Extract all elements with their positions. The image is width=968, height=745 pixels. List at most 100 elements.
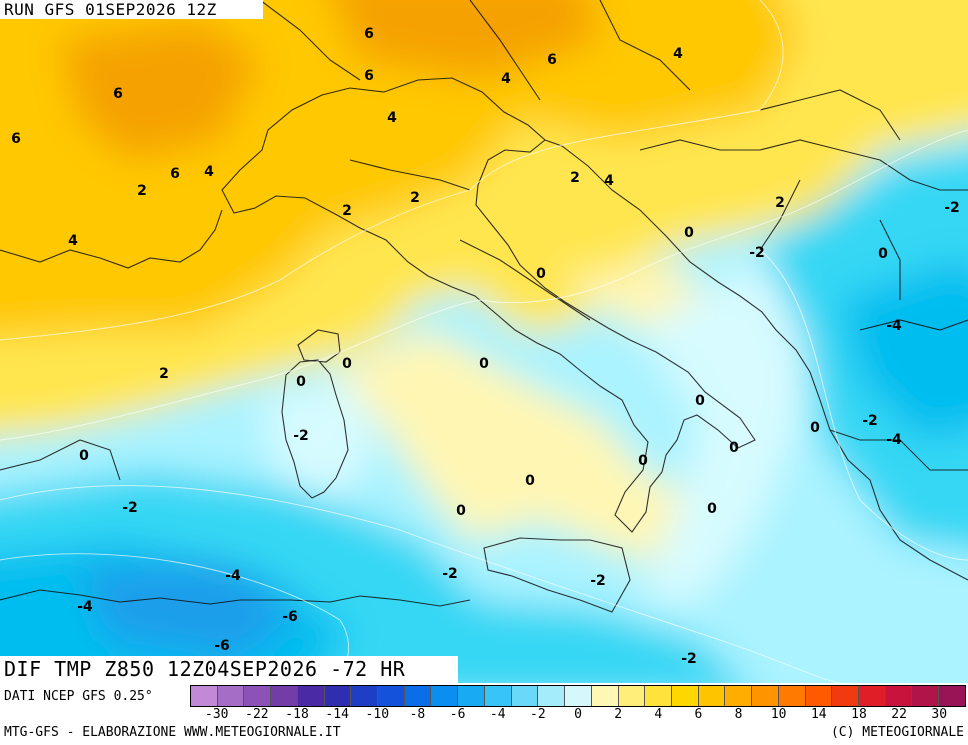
temperature-anomaly-map: 6 6 6 4 6 6 4 4 6 4 2 2 2 4 2 2 4 2 0 -2… [0, 0, 968, 683]
map-label: -4 [886, 318, 902, 334]
map-label: -2 [442, 566, 458, 582]
map-label: 6 [113, 86, 123, 102]
footer-copyright: (C) METEOGIORNALE [830, 725, 964, 740]
color-scale-cell [698, 686, 726, 706]
field-negative-strong-east [840, 260, 968, 440]
map-label: 6 [11, 131, 21, 147]
color-scale-cell [832, 686, 859, 706]
map-label: 2 [137, 183, 147, 199]
map-label: 6 [547, 52, 557, 68]
color-scale-cell [244, 686, 272, 706]
field-warm-peak-north [333, 0, 600, 80]
color-scale-tick: -30 [205, 707, 229, 722]
color-scale-cell [458, 686, 485, 706]
color-scale-tick: 22 [891, 707, 907, 722]
color-scale-cell [217, 686, 245, 706]
map-label: -2 [681, 651, 697, 667]
map-label: 0 [810, 420, 820, 436]
map-label: 0 [695, 393, 705, 409]
map-label: 4 [68, 233, 78, 249]
map-label: 2 [570, 170, 580, 186]
color-scale-tick: 2 [614, 707, 623, 722]
color-scale-cell [565, 686, 592, 706]
coastlines-and-borders [0, 0, 968, 613]
color-scale-tick: -22 [245, 707, 269, 722]
color-scale-tick: -4 [489, 707, 506, 722]
map-label: 2 [342, 203, 352, 219]
color-scale-tick: -2 [530, 707, 546, 722]
color-scale-cell [378, 686, 405, 706]
color-scale-tick: -8 [409, 707, 426, 722]
color-scale-cell [805, 686, 833, 706]
map-label: 0 [456, 503, 466, 519]
color-scale-cell [297, 686, 325, 706]
color-scale-cell [671, 686, 699, 706]
color-scale-tick: 14 [810, 707, 827, 722]
map-label: 6 [170, 166, 180, 182]
map-label: 0 [525, 473, 535, 489]
color-scale-cell [191, 686, 218, 706]
color-scale-cell [538, 686, 566, 706]
color-scale-cell [484, 686, 512, 706]
color-scale-ticks: -30 -22 -18 -14 -10 -8 -6 -4 -2 0 2 4 6 8 10 14 18 22 30 [190, 707, 966, 723]
color-scale-tick: 18 [851, 707, 867, 722]
map-label: -2 [590, 573, 606, 589]
map-label: 0 [296, 374, 306, 390]
map-label: 0 [536, 266, 546, 282]
run-info-label: RUN GFS 01SEP2026 12Z [0, 0, 263, 19]
color-scale-cell [939, 686, 965, 706]
field-near-zero-cold [640, 260, 820, 600]
map-label-extra: 0 [707, 501, 717, 517]
map-label: -2 [749, 245, 765, 261]
color-scale-cell [511, 686, 539, 706]
map-label: 2 [159, 366, 169, 382]
color-scale-cell [271, 686, 298, 706]
map-label: 0 [342, 356, 352, 372]
color-scale-cell [858, 686, 886, 706]
map-label: 4 [204, 164, 214, 180]
map-label: 0 [878, 246, 888, 262]
map-label: 2 [775, 195, 785, 211]
map-label: 4 [604, 173, 614, 189]
map-label: 6 [364, 26, 374, 42]
map-label: 0 [479, 356, 489, 372]
map-label: 6 [364, 68, 374, 84]
color-scale-tick: -10 [365, 707, 390, 722]
color-scale-cell [885, 686, 913, 706]
map-label: -2 [293, 428, 309, 444]
color-scale-tick: 10 [770, 707, 787, 722]
color-scale-cell [591, 686, 619, 706]
color-scale-cell [725, 686, 753, 706]
map-label: 0 [638, 453, 648, 469]
map-label: 0 [729, 440, 739, 456]
map-label: -4 [886, 432, 902, 448]
map-label: -6 [282, 609, 298, 625]
contour-value-labels: 6 6 6 4 6 6 4 4 6 4 2 2 2 4 2 2 4 2 0 -2… [11, 26, 960, 667]
color-scale-cell [752, 686, 779, 706]
field-near-zero-corsica [260, 380, 380, 500]
map-label: -2 [944, 200, 960, 216]
field-negative-deep-south [80, 560, 300, 660]
color-scale-tick: 0 [574, 707, 582, 722]
color-scale-cell [351, 686, 379, 706]
map-label: -4 [225, 568, 241, 584]
map-label: -6 [214, 638, 230, 654]
footer-credit: MTG-GFS - ELABORAZIONE WWW.METEOGIORNALE… [4, 725, 341, 740]
color-scale-cell [912, 686, 940, 706]
map-label: -2 [122, 500, 138, 516]
color-scale-cell [404, 686, 432, 706]
color-scale-cell [431, 686, 459, 706]
map-label: 4 [501, 71, 511, 87]
field-warm-peak [60, 20, 260, 160]
map-title: DIF TMP Z850 12Z04SEP2026 -72 HR [0, 656, 458, 683]
map-label: 0 [684, 225, 694, 241]
map-label: -2 [862, 413, 878, 429]
color-scale-tick: 8 [734, 707, 743, 722]
map-label: 4 [387, 110, 397, 126]
color-scale-cell [645, 686, 672, 706]
map-label: 4 [673, 46, 683, 62]
color-scale-tick: 6 [694, 707, 703, 722]
color-scale-tick: 30 [931, 707, 948, 722]
data-source-note: DATI NCEP GFS 0.25° [4, 689, 153, 704]
color-scale-cell [324, 686, 352, 706]
